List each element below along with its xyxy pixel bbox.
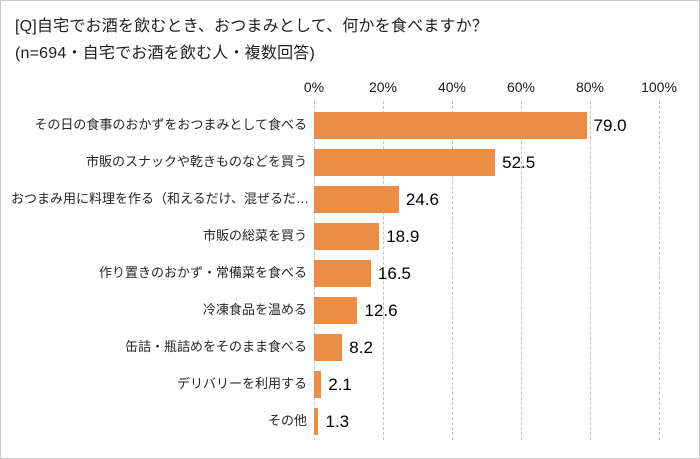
value-label: 12.6 [364, 300, 398, 320]
x-axis-tick-label: 40% [437, 79, 467, 95]
category-label: 缶詰・瓶詰めをそのまま食べる [124, 340, 307, 355]
category-label: おつまみ用に料理を作る（和えるだけ、混ぜるだ… [11, 192, 309, 207]
bar [314, 223, 380, 250]
x-axis-tick-label: 0% [303, 79, 325, 95]
bar-track: 2.1 [314, 366, 659, 403]
category-label: その日の食事のおかずをおつまみとして食べる [34, 118, 307, 133]
chart-subtitle: (n=694・自宅でお酒を飲む人・複数回答) [15, 45, 315, 62]
category-label: 作り置きのおかず・常備菜を食べる [98, 266, 307, 281]
value-label: 79.0 [593, 115, 627, 135]
category-label: 市販の総菜を買う [202, 229, 307, 244]
bar [314, 297, 358, 324]
value-label: 24.6 [405, 189, 439, 209]
bar [314, 149, 496, 176]
bar-row: 冷凍食品を温める 12.6 [11, 292, 659, 329]
x-axis-tick-label: 80% [575, 79, 605, 95]
bar [314, 371, 322, 398]
bar-track: 8.2 [314, 329, 659, 366]
category-label: その他 [267, 414, 307, 429]
bar-track: 52.5 [314, 144, 659, 181]
bar-track: 24.6 [314, 181, 659, 218]
bar-track: 1.3 [314, 403, 659, 440]
value-label: 8.2 [349, 337, 373, 357]
bar-track: 18.9 [314, 218, 659, 255]
bar-row: おつまみ用に料理を作る（和えるだけ、混ぜるだ… 24.6 [11, 181, 659, 218]
bar-row: その他 1.3 [11, 403, 659, 440]
bar [314, 112, 587, 139]
x-axis: 0% 20% 40% 60% 80% 100% [304, 77, 677, 103]
category-label: デリバリーを利用する [176, 377, 307, 392]
bar [314, 334, 343, 361]
bar-track: 12.6 [314, 292, 659, 329]
bar-track: 79.0 [314, 107, 659, 144]
x-axis-tick-label: 20% [368, 79, 398, 95]
bar [314, 260, 371, 287]
bar [314, 408, 319, 435]
x-axis-tick-label: 100% [641, 79, 677, 95]
gridline [659, 101, 660, 440]
bar-row: 作り置きのおかず・常備菜を食べる 16.5 [11, 255, 659, 292]
x-axis-tick-label: 60% [506, 79, 536, 95]
value-label: 2.1 [328, 374, 352, 394]
category-label: 冷凍食品を温める [202, 303, 307, 318]
bar [314, 186, 399, 213]
bar-row: 缶詰・瓶詰めをそのまま食べる 8.2 [11, 329, 659, 366]
value-label: 16.5 [377, 263, 412, 283]
value-label: 1.3 [325, 411, 350, 431]
bar-track: 16.5 [314, 255, 659, 292]
bar-row: 市販のスナックや乾きものなどを買う 52.5 [11, 144, 659, 181]
bar-row: その日の食事のおかずをおつまみとして食べる 79.0 [11, 107, 659, 144]
bar-chart: 0% 20% 40% 60% 80% 100% その日の食事のおかずをおつまみとして食べる… [11, 77, 677, 440]
value-label: 18.9 [386, 226, 420, 246]
bar-rows: その日の食事のおかずをおつまみとして食べる 79.0 市販のスナックや乾きものなどを… [11, 107, 659, 440]
category-label: 市販のスナックや乾きものなどを買う [85, 155, 307, 170]
bar-row: 市販の総菜を買う 18.9 [11, 218, 659, 255]
chart-title: [Q]自宅でお酒を飲むとき、おつまみとして、何かを食べますか？ [15, 18, 489, 35]
bar-row: デリバリーを利用する 2.1 [11, 366, 659, 403]
value-label: 52.5 [502, 152, 536, 172]
